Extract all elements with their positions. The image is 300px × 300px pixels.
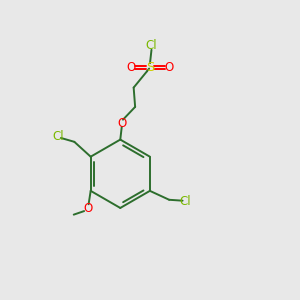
- Text: Cl: Cl: [146, 39, 157, 52]
- Text: O: O: [83, 202, 92, 215]
- Text: O: O: [165, 61, 174, 74]
- Text: O: O: [126, 61, 135, 74]
- Text: Cl: Cl: [52, 130, 64, 143]
- Text: O: O: [117, 117, 126, 130]
- Text: S: S: [146, 61, 154, 74]
- Text: Cl: Cl: [180, 195, 191, 208]
